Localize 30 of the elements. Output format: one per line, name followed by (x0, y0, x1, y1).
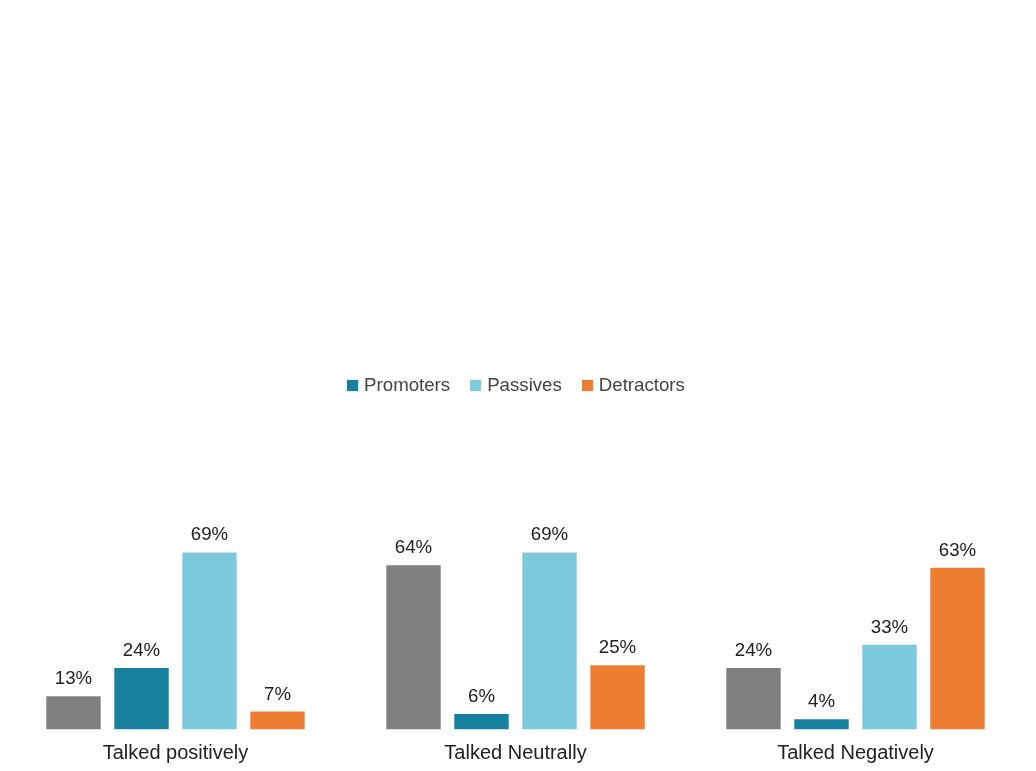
x-tick-label: Talked Negatively (777, 740, 934, 763)
bar (182, 552, 237, 730)
bar (930, 567, 985, 730)
bar (794, 719, 849, 730)
bar (862, 644, 917, 730)
bar (522, 552, 577, 730)
data-label: 6% (468, 685, 495, 707)
data-label: 33% (870, 615, 909, 637)
data-label: 63% (938, 538, 977, 560)
bar (726, 667, 781, 730)
bar (250, 711, 305, 730)
data-label: 7% (264, 682, 291, 704)
legend-label: Passives (487, 373, 562, 396)
data-label: 69% (530, 523, 569, 545)
data-label: 64% (394, 536, 433, 558)
data-label: 24% (734, 638, 773, 660)
data-label: 24% (122, 638, 161, 660)
bar (454, 714, 509, 730)
bar (46, 696, 101, 730)
x-tick-label: Talked positively (102, 740, 249, 763)
bar (386, 565, 441, 730)
data-label: 25% (598, 636, 637, 658)
bar (114, 667, 169, 730)
legend-label: Promoters (364, 373, 451, 396)
bar (590, 665, 645, 730)
legend-label: Detractors (598, 373, 685, 396)
data-label: 13% (54, 667, 93, 689)
x-tick-label: Talked Neutrally (444, 740, 587, 763)
data-label: 69% (190, 523, 229, 545)
data-label: 4% (808, 690, 835, 712)
